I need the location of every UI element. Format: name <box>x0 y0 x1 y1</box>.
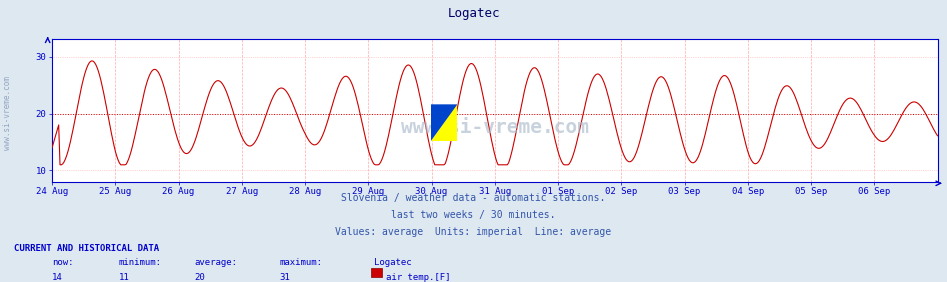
Text: Values: average  Units: imperial  Line: average: Values: average Units: imperial Line: av… <box>335 227 612 237</box>
Text: CURRENT AND HISTORICAL DATA: CURRENT AND HISTORICAL DATA <box>14 244 159 253</box>
Text: last two weeks / 30 minutes.: last two weeks / 30 minutes. <box>391 210 556 220</box>
Text: www.si-vreme.com: www.si-vreme.com <box>401 118 589 137</box>
Text: www.si-vreme.com: www.si-vreme.com <box>3 76 12 150</box>
Text: maximum:: maximum: <box>279 258 322 267</box>
Text: Slovenia / weather data - automatic stations.: Slovenia / weather data - automatic stat… <box>341 193 606 203</box>
Text: Logatec: Logatec <box>447 7 500 20</box>
Text: now:: now: <box>52 258 74 267</box>
Text: air temp.[F]: air temp.[F] <box>386 273 451 282</box>
Text: average:: average: <box>194 258 237 267</box>
Polygon shape <box>431 104 457 141</box>
Text: minimum:: minimum: <box>118 258 161 267</box>
Text: 31: 31 <box>279 273 290 282</box>
Polygon shape <box>431 104 457 141</box>
Text: 11: 11 <box>118 273 129 282</box>
Text: Logatec: Logatec <box>374 258 412 267</box>
Text: 14: 14 <box>52 273 63 282</box>
Text: 20: 20 <box>194 273 205 282</box>
